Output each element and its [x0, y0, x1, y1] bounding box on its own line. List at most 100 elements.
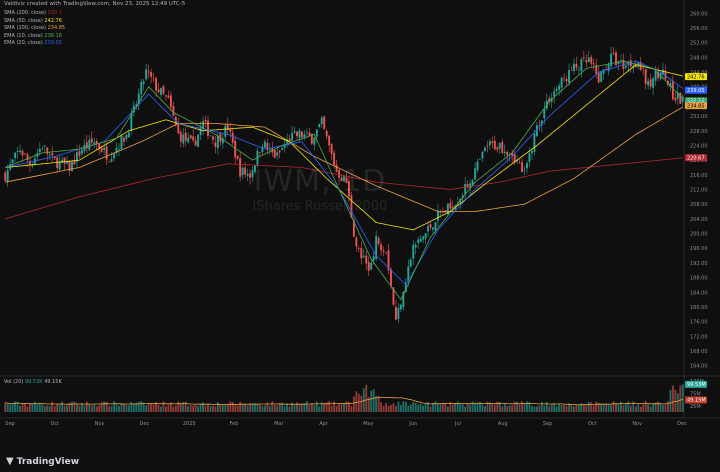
candle-body — [93, 142, 96, 145]
volume-bar — [160, 406, 162, 412]
volume-bar — [617, 404, 620, 412]
volume-bar — [605, 403, 608, 412]
candle-body — [585, 59, 588, 63]
volume-bar — [221, 405, 224, 412]
volume-legend[interactable]: Vol (20) 99.53K 49.15K — [4, 379, 62, 385]
volume-bar — [224, 404, 227, 412]
volume-bar — [622, 405, 625, 412]
candle-body — [503, 151, 506, 154]
price-badge-label: 220.67 — [687, 155, 705, 161]
volume-bar — [184, 401, 187, 412]
candle-body — [671, 81, 674, 99]
candle-body — [216, 135, 219, 148]
candle-body — [328, 135, 331, 146]
volume-value: 99.53K — [24, 379, 43, 385]
volume-bars — [4, 384, 684, 412]
candle-body — [610, 53, 612, 67]
volume-bar — [234, 404, 237, 412]
volume-bar — [466, 403, 469, 412]
time-tick-label: Jul — [454, 421, 461, 427]
candle-body — [511, 152, 514, 156]
candle-body — [362, 255, 365, 257]
volume-bar — [669, 389, 672, 412]
candle-body — [394, 306, 397, 320]
volume-bar — [464, 406, 467, 412]
legend-label: EMA (20, close) — [4, 40, 43, 47]
price-tick-label: 164.00 — [690, 364, 708, 370]
volume-value-badge — [685, 380, 707, 388]
candle-body — [587, 57, 590, 62]
volume-bar — [676, 393, 679, 412]
candle-body — [469, 183, 472, 189]
legend-label: SMA (200, close) — [4, 10, 46, 16]
candle-body — [90, 138, 93, 143]
candle-body — [367, 261, 370, 271]
volume-bar — [585, 404, 588, 412]
volume-bar — [83, 405, 86, 412]
volume-bar — [671, 385, 674, 412]
volume-bar — [444, 402, 447, 412]
volume-bar — [33, 401, 36, 412]
candle-body — [568, 70, 570, 83]
volume-bar — [283, 406, 286, 412]
candle-body — [607, 64, 610, 72]
volume-bar — [498, 402, 501, 412]
volume-bar — [392, 403, 395, 412]
candle-body — [590, 57, 593, 64]
legend-ema10[interactable]: EMA (10, close) 236.16 — [4, 33, 65, 41]
candle-body — [600, 70, 603, 82]
candle-body — [204, 119, 207, 122]
candle-body — [397, 307, 400, 319]
candle-body — [365, 255, 368, 264]
candle-body — [261, 146, 264, 153]
candle-body — [6, 170, 9, 182]
candle-body — [199, 127, 202, 135]
candle-body — [350, 195, 353, 218]
legend-sma100[interactable]: SMA (100, close) 234.85 — [4, 25, 65, 33]
candle-body — [429, 224, 432, 228]
volume-bar — [397, 401, 400, 412]
tradingview-brand[interactable]: ▼ TradingView — [6, 456, 79, 467]
volume-bar — [355, 391, 358, 412]
candle-body — [375, 235, 378, 259]
time-tick-label: Oct — [50, 421, 59, 427]
candle-body — [276, 152, 279, 156]
volume-bar — [565, 405, 568, 412]
volume-bar — [202, 402, 204, 412]
candle-body — [370, 262, 373, 270]
legend-sma200[interactable]: SMA (200, close) 220.7 — [4, 10, 65, 18]
volume-bar — [298, 404, 301, 412]
volume-bar — [402, 401, 405, 412]
candle-body — [392, 287, 395, 305]
candle-body — [63, 157, 66, 164]
candle-body — [26, 154, 29, 161]
candle-body — [333, 152, 336, 166]
price-tick-label: 172.00 — [690, 334, 708, 340]
candle-body — [120, 135, 123, 149]
volume-bar — [266, 402, 269, 412]
time-tick-label: Feb — [230, 421, 239, 427]
volume-bar — [577, 405, 580, 412]
volume-bar — [513, 401, 516, 412]
volume-bar — [491, 403, 494, 412]
candle-body — [281, 148, 284, 151]
candle-body — [476, 161, 479, 171]
volume-bar — [607, 403, 610, 412]
candle-body — [595, 65, 598, 74]
volume-badge-label: 49.15M — [687, 398, 706, 404]
volume-bar — [587, 402, 590, 412]
candle-body — [127, 132, 130, 138]
candle-body — [241, 167, 244, 176]
volume-bar — [560, 405, 563, 412]
legend-sma50[interactable]: SMA (50, close) 242.76 — [4, 18, 65, 26]
candle-body — [399, 304, 402, 310]
candle-body — [466, 184, 469, 188]
candle-body — [296, 131, 298, 136]
volume-bar — [545, 401, 548, 412]
legend-ema20[interactable]: EMA (20, close) 239.05 — [4, 40, 65, 48]
volume-bar — [530, 405, 533, 412]
candle-body — [155, 78, 158, 91]
volume-bar — [29, 403, 31, 412]
volume-bar — [174, 405, 177, 412]
